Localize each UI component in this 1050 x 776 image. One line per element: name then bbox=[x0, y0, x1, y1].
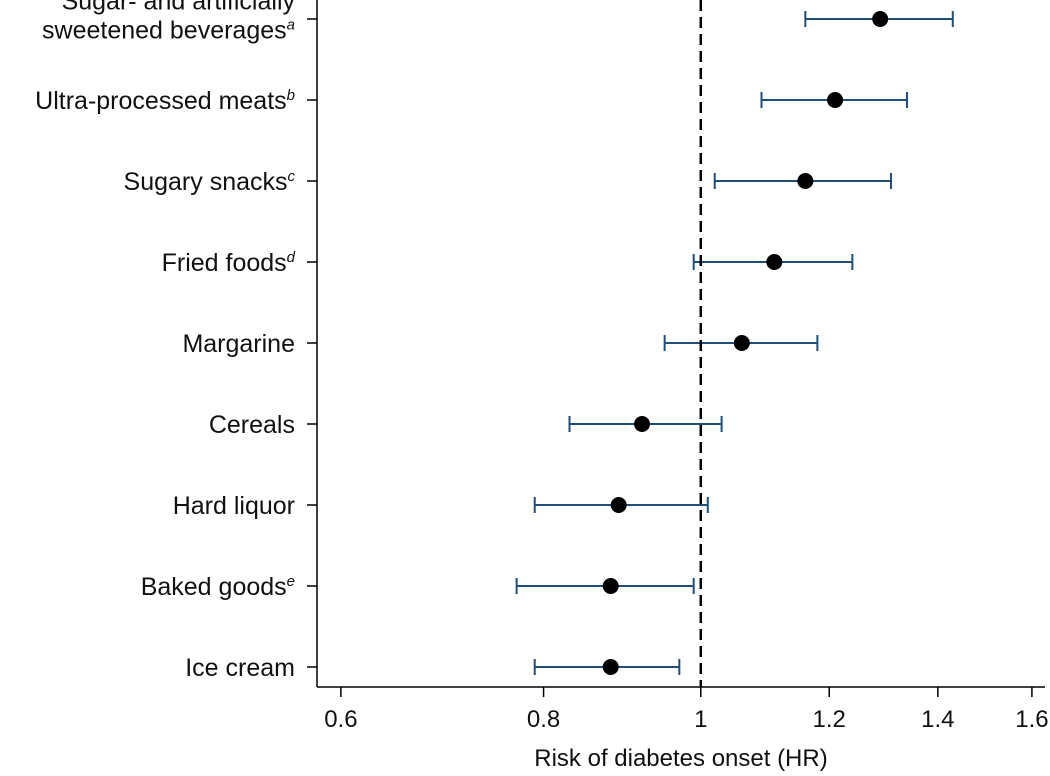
hr-point bbox=[797, 173, 814, 189]
category-footnote-marker: e bbox=[287, 573, 295, 590]
hr-point bbox=[827, 92, 844, 108]
hr-point bbox=[610, 497, 627, 513]
category-label-line: Cereals bbox=[209, 411, 295, 439]
category-label-line: Margarine bbox=[182, 330, 295, 358]
point-estimates bbox=[602, 11, 889, 675]
category-label-line: Hard liquor bbox=[173, 492, 295, 520]
hr-point bbox=[872, 11, 889, 27]
hr-point bbox=[733, 335, 750, 351]
category-label-line: Baked goods bbox=[141, 573, 287, 601]
category-label-line: Ice cream bbox=[185, 654, 295, 682]
category-label: Baked goodse bbox=[141, 573, 295, 601]
x-tick-label: 0.6 bbox=[324, 706, 357, 733]
category-label-line: Fried foods bbox=[162, 249, 287, 277]
category-footnote-marker: b bbox=[287, 87, 295, 104]
x-tick-label: 0.8 bbox=[527, 706, 560, 733]
category-label: Ice cream bbox=[185, 654, 295, 682]
x-tick-label: 1.2 bbox=[813, 706, 846, 733]
category-label: Fried foodsd bbox=[162, 249, 296, 277]
x-tick-label: 1 bbox=[694, 706, 707, 733]
category-label: Ultra-processed meatsb bbox=[35, 87, 295, 115]
category-footnote-marker: a bbox=[287, 17, 295, 34]
hr-point bbox=[602, 578, 619, 594]
category-label: Cereals bbox=[209, 411, 295, 439]
x-axis-title: Risk of diabetes onset (HR) bbox=[534, 745, 827, 772]
hr-point bbox=[766, 254, 783, 270]
category-footnote-marker: d bbox=[287, 249, 296, 266]
category-label: Sugar- and artificially sweetened beverag… bbox=[42, 0, 295, 45]
category-label: Hard liquor bbox=[173, 492, 295, 520]
hr-point bbox=[602, 659, 619, 675]
hr-point bbox=[634, 416, 651, 432]
category-label-line: Ultra-processed meats bbox=[35, 87, 286, 115]
category-labels: Sugar- and artificially sweetened beverag… bbox=[35, 0, 295, 682]
category-footnote-marker: c bbox=[288, 168, 296, 185]
x-tick-label: 1.6 bbox=[1015, 706, 1048, 733]
category-label-line: Sugary snacks bbox=[124, 168, 288, 196]
category-label-line: Sugar- and artificially bbox=[62, 0, 296, 16]
category-label: Margarine bbox=[182, 330, 295, 358]
axes: 0.6 0.8 1 1.2 1.4 1.6 bbox=[307, 0, 1049, 733]
x-tick-label: 1.4 bbox=[921, 706, 954, 733]
category-label-line: sweetened beverages bbox=[42, 17, 287, 45]
category-label: Sugary snacksc bbox=[124, 168, 296, 196]
